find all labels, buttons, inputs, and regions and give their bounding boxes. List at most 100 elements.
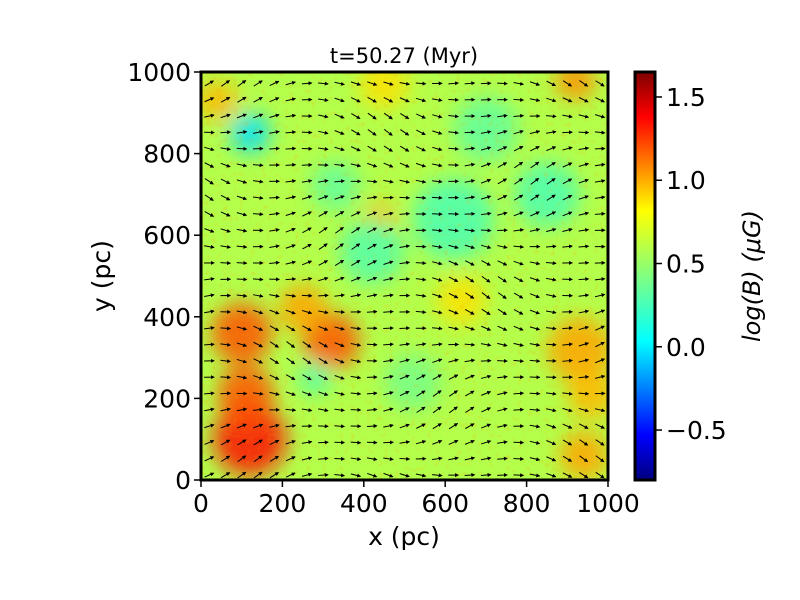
vector-arrow xyxy=(285,244,296,249)
vector-arrow xyxy=(529,457,541,462)
vector-arrow xyxy=(529,424,541,429)
vector-arrow xyxy=(383,179,394,184)
vector-arrow xyxy=(465,390,475,397)
vector-arrow xyxy=(595,325,605,331)
vector-arrow xyxy=(432,179,443,184)
vector-arrow xyxy=(579,439,589,446)
vector-arrow xyxy=(301,195,313,200)
vector-arrow xyxy=(464,342,476,347)
vector-arrow xyxy=(546,277,557,282)
vector-arrow xyxy=(415,97,427,103)
vector-arrow xyxy=(351,227,361,234)
vector-arrow xyxy=(448,358,459,363)
vector-arrow xyxy=(595,341,605,348)
vector-arrow xyxy=(399,162,410,168)
vector-arrow xyxy=(481,308,491,316)
vector-arrow xyxy=(236,310,248,315)
vector-arrow xyxy=(480,374,492,379)
vector-arrow xyxy=(448,390,459,397)
vector-arrow xyxy=(367,227,377,234)
vector-arrow xyxy=(269,228,280,232)
vector-arrow xyxy=(269,472,280,479)
vector-arrow xyxy=(432,440,443,445)
vector-arrow xyxy=(513,342,524,347)
vector-arrow xyxy=(594,374,606,379)
vector-arrow xyxy=(366,407,378,412)
vector-arrow xyxy=(318,260,329,266)
vector-arrow xyxy=(253,439,263,446)
vector-arrow xyxy=(465,292,475,299)
vector-arrow xyxy=(497,342,508,347)
vector-arrow xyxy=(513,325,524,331)
vector-arrow xyxy=(334,473,346,478)
vector-arrow xyxy=(220,439,231,446)
vector-arrow xyxy=(480,440,492,445)
vector-arrow xyxy=(204,456,215,462)
vector-arrow xyxy=(236,146,248,151)
x-tick-label: 200 xyxy=(259,489,307,518)
vector-arrow xyxy=(318,195,329,200)
vector-arrow xyxy=(383,423,394,428)
vector-arrow xyxy=(594,130,606,135)
vector-arrow xyxy=(594,114,606,119)
vector-arrow xyxy=(350,375,362,380)
vector-arrow xyxy=(432,212,443,217)
vector-arrow xyxy=(464,81,476,86)
vector-arrow xyxy=(530,194,540,201)
vector-arrow xyxy=(464,260,475,266)
vector-arrow xyxy=(383,358,394,363)
vector-arrow xyxy=(204,97,215,103)
vector-arrow xyxy=(529,211,540,217)
vector-arrow xyxy=(497,308,507,316)
vector-arrow xyxy=(285,374,296,381)
vector-arrow xyxy=(513,391,525,396)
vector-arrow xyxy=(432,423,442,430)
vector-arrow xyxy=(318,374,329,380)
vector-arrow xyxy=(481,391,492,396)
vector-arrow xyxy=(562,423,573,429)
vector-arrow xyxy=(513,276,524,283)
vector-arrow xyxy=(480,472,492,477)
vector-arrow xyxy=(318,456,329,461)
vector-arrow xyxy=(415,358,427,363)
vector-arrow xyxy=(464,195,476,200)
vector-arrow xyxy=(318,243,328,250)
vector-arrow xyxy=(253,455,263,463)
vector-arrow xyxy=(416,406,426,413)
vector-arrow xyxy=(334,81,345,86)
vector-arrow xyxy=(562,358,573,363)
vector-arrow xyxy=(432,342,443,347)
vector-arrow xyxy=(464,374,475,380)
vector-arrow xyxy=(367,112,377,120)
vector-arrow xyxy=(367,145,377,152)
vector-arrow xyxy=(399,456,411,461)
vector-arrow xyxy=(236,163,248,168)
vector-arrow xyxy=(301,440,313,445)
vector-arrow xyxy=(529,473,541,478)
vector-arrow xyxy=(513,228,525,233)
colorbar-tick-label: −0.5 xyxy=(666,416,727,445)
vector-arrow xyxy=(334,276,345,282)
vector-arrow xyxy=(318,98,329,102)
vector-arrow xyxy=(595,358,606,364)
vector-arrow xyxy=(204,277,215,282)
vector-arrow xyxy=(237,471,247,479)
vector-arrow xyxy=(562,114,573,119)
vector-arrow xyxy=(253,358,264,364)
vector-arrow xyxy=(204,80,215,87)
vector-arrow xyxy=(432,244,443,249)
vector-arrow xyxy=(318,146,329,151)
vector-arrow xyxy=(367,211,378,217)
vector-arrow xyxy=(579,472,589,479)
vector-arrow xyxy=(513,244,525,249)
vector-arrow xyxy=(562,391,573,396)
vector-arrow xyxy=(481,325,492,331)
vector-arrow xyxy=(546,227,557,233)
vector-arrow xyxy=(383,260,394,265)
x-tick-label: 800 xyxy=(503,489,551,518)
vector-arrow xyxy=(334,408,345,413)
vector-arrow xyxy=(220,113,231,119)
vector-arrow xyxy=(448,374,459,380)
vector-arrow xyxy=(432,130,443,135)
vector-arrow xyxy=(415,277,427,282)
